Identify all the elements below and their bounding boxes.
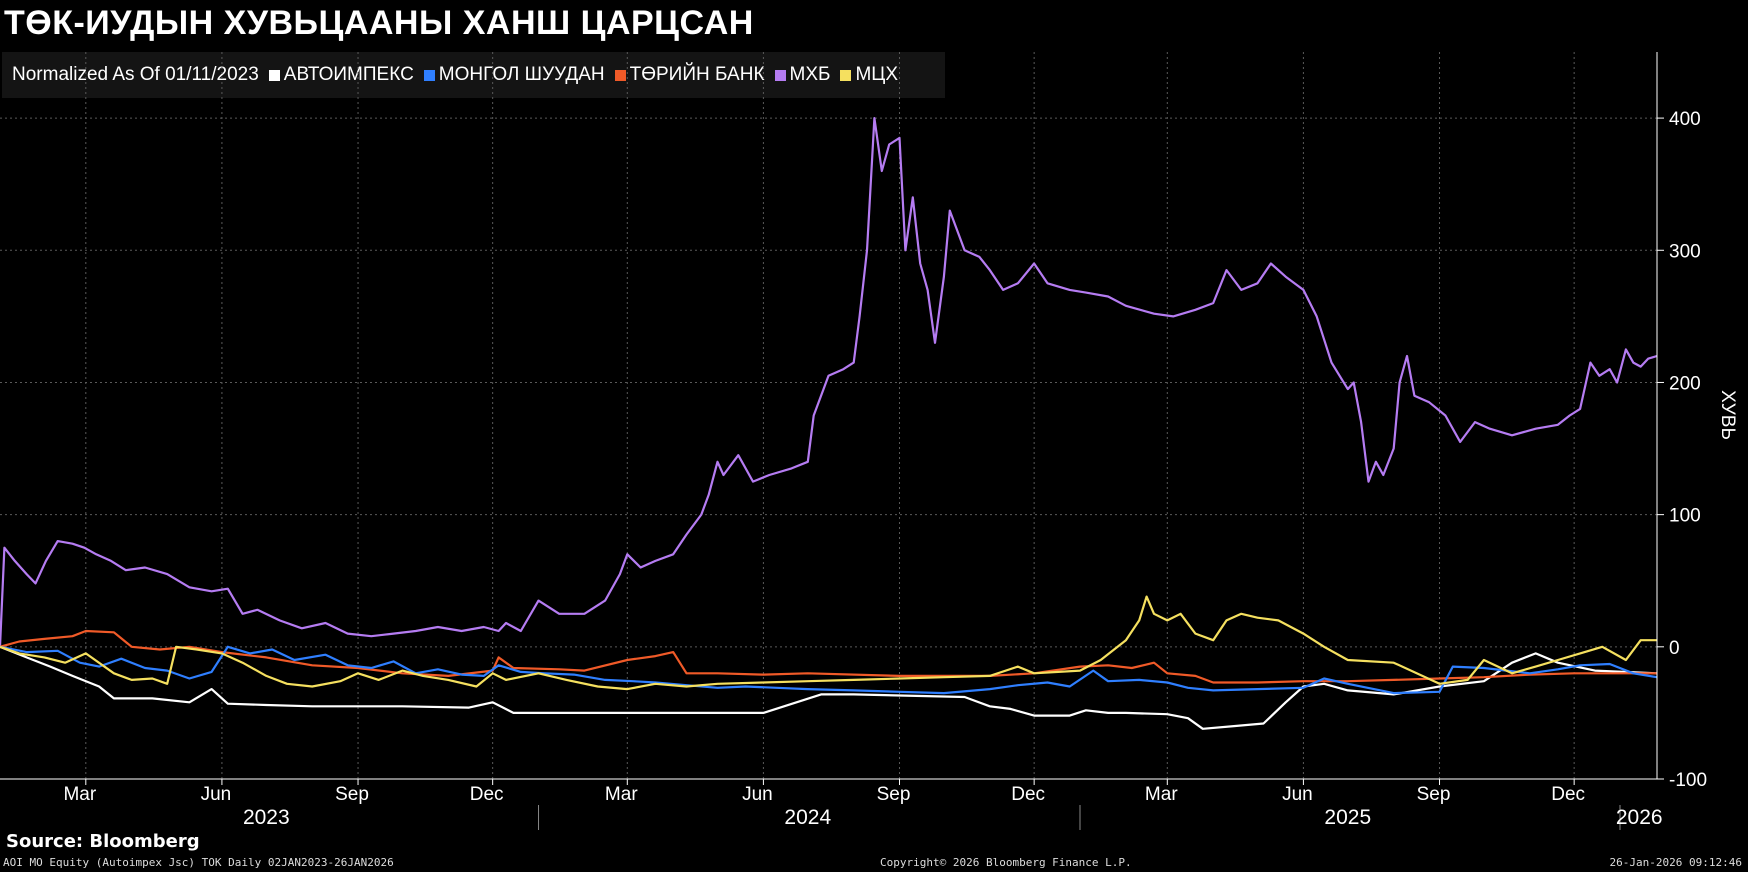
chart-title: ТӨК-ИУДЫН ХУВЬЦААНЫ ХАНШ ЦАРЦСАН xyxy=(4,4,754,42)
x-month-label: Jun xyxy=(201,784,232,805)
x-month-label: Dec xyxy=(470,784,504,805)
legend-item-toriin-bank: ТӨРИЙН БАНК xyxy=(614,64,765,86)
x-month-label: Sep xyxy=(877,784,911,805)
axes: -100 0 100 200 300 400 Mar Jun Sep Dec Mar Jun Sep De… xyxy=(0,52,1707,830)
series-line xyxy=(0,645,1658,730)
legend-swatch xyxy=(840,69,852,81)
x-year-label: 2024 xyxy=(784,806,831,829)
legend-item-mkhb: МХБ xyxy=(774,64,831,86)
x-month-label: Sep xyxy=(1417,784,1451,805)
legend-label: ТӨРИЙН БАНК xyxy=(629,64,765,85)
legend-swatch xyxy=(614,69,626,81)
footer-copyright: Copyright© 2026 Bloomberg Finance L.P. xyxy=(880,856,1132,869)
series-line xyxy=(0,645,1658,695)
series-line xyxy=(0,117,1658,647)
x-year-label: 2026 xyxy=(1616,806,1663,829)
x-month-label: Mar xyxy=(63,784,96,805)
x-month-label: Jun xyxy=(742,784,773,805)
x-month-label: Dec xyxy=(1011,784,1045,805)
legend-label: МЦХ xyxy=(855,64,899,85)
footer-ticker-info: AOI MO Equity (Autoimpex Jsc) TOK Daily … xyxy=(3,856,394,869)
y-tick-label: 400 xyxy=(1669,109,1701,130)
y-tick-label: 0 xyxy=(1669,638,1680,659)
legend-item-mtskh: МЦХ xyxy=(840,64,898,86)
y-tick-label: -100 xyxy=(1669,770,1707,791)
legend-swatch xyxy=(423,69,435,81)
x-year-label: 2023 xyxy=(243,806,290,829)
legend-prefix: Normalized As Of 01/11/2023 xyxy=(12,64,259,85)
legend-label: МОНГОЛ ШУУДАН xyxy=(438,64,605,85)
legend: Normalized As Of 01/11/2023 АВТОИМПЕКС М… xyxy=(2,52,945,98)
x-month-label: Sep xyxy=(335,784,369,805)
legend-label: МХБ xyxy=(789,64,831,85)
legend-swatch xyxy=(774,69,786,81)
x-month-label: Mar xyxy=(605,784,638,805)
y-tick-label: 300 xyxy=(1669,241,1701,262)
x-month-label: Jun xyxy=(1282,784,1313,805)
x-month-label: Dec xyxy=(1551,784,1585,805)
series-line xyxy=(0,629,1657,684)
source-note: Source: Bloomberg xyxy=(6,831,200,852)
legend-item-autoimpex: АВТОИМПЕКС xyxy=(268,64,414,86)
x-year-label: 2025 xyxy=(1324,806,1371,829)
legend-item-mongol-shuudan: МОНГОЛ ШУУДАН xyxy=(423,64,605,86)
y-tick-label: 100 xyxy=(1669,506,1701,527)
y-tick-label: 200 xyxy=(1669,373,1701,394)
footer-timestamp: 26-Jan-2026 09:12:46 xyxy=(1609,856,1742,869)
x-month-label: Mar xyxy=(1145,784,1178,805)
legend-swatch xyxy=(268,69,280,81)
series-layer xyxy=(0,117,1658,730)
legend-label: АВТОИМПЕКС xyxy=(283,64,414,85)
y-axis-label: ХУВЬ xyxy=(1717,390,1738,440)
series-line xyxy=(0,595,1657,691)
